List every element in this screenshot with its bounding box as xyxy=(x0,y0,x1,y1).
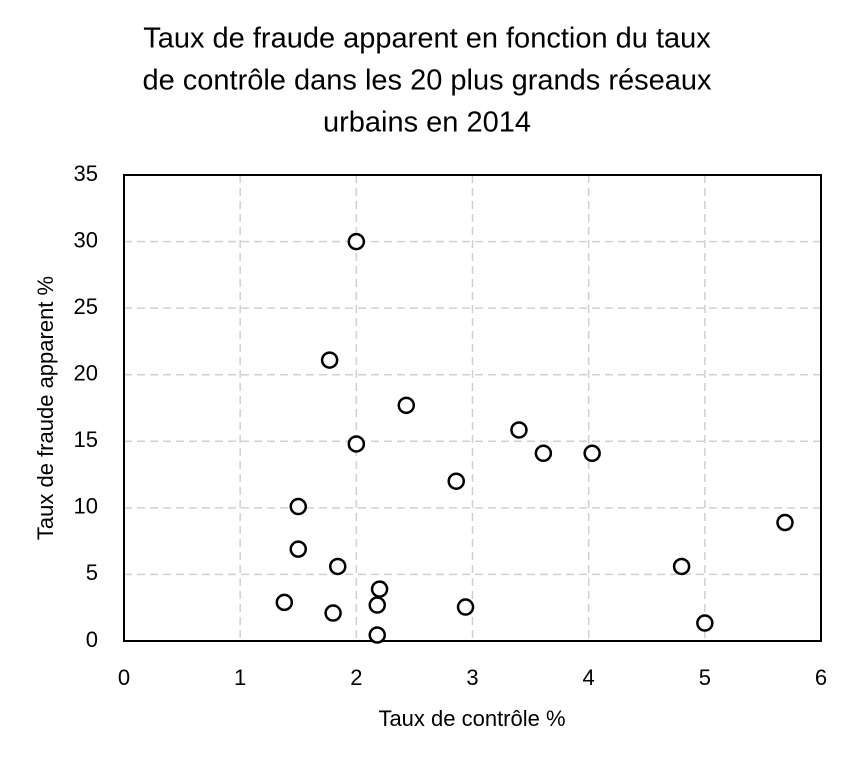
y-tick-label: 30 xyxy=(74,227,98,252)
y-axis-label: Taux de fraude apparent % xyxy=(33,276,58,540)
point xyxy=(368,596,386,614)
point xyxy=(320,351,339,369)
x-tick-label: 4 xyxy=(583,665,595,690)
point xyxy=(672,557,691,576)
point xyxy=(534,444,553,463)
y-tick-label: 15 xyxy=(74,427,98,452)
point xyxy=(696,614,714,632)
y-tick-label: 0 xyxy=(86,627,98,652)
point xyxy=(776,513,794,532)
point xyxy=(370,580,389,598)
x-tick-label: 2 xyxy=(350,665,362,690)
point xyxy=(324,604,342,622)
x-tick-label: 0 xyxy=(118,665,130,690)
y-tick-label: 35 xyxy=(74,161,98,186)
point xyxy=(447,472,465,490)
point xyxy=(368,626,386,644)
x-axis-label: Taux de contrôle % xyxy=(378,706,565,731)
chart-title: urbains en 2014 xyxy=(323,107,531,139)
y-tick-label: 25 xyxy=(74,294,98,319)
chart-title: de contrôle dans les 20 plus grands rése… xyxy=(142,65,712,97)
x-tick-label: 3 xyxy=(466,665,478,690)
chart-title: Taux de fraude apparent en fonction du t… xyxy=(143,23,711,55)
x-tick-label: 1 xyxy=(234,665,246,690)
plot-frame xyxy=(123,174,822,642)
point xyxy=(347,232,366,251)
y-tick-label: 20 xyxy=(74,361,98,386)
point xyxy=(456,598,475,616)
point xyxy=(510,421,528,439)
y-tick-label: 10 xyxy=(74,494,98,519)
y-tick-label: 5 xyxy=(86,560,98,585)
point xyxy=(347,435,366,453)
point xyxy=(275,593,294,612)
x-tick-label: 6 xyxy=(815,665,827,690)
point xyxy=(289,540,307,558)
point xyxy=(583,444,601,463)
x-tick-label: 5 xyxy=(699,665,711,690)
point xyxy=(289,497,307,516)
point xyxy=(328,557,347,576)
point xyxy=(397,396,416,415)
